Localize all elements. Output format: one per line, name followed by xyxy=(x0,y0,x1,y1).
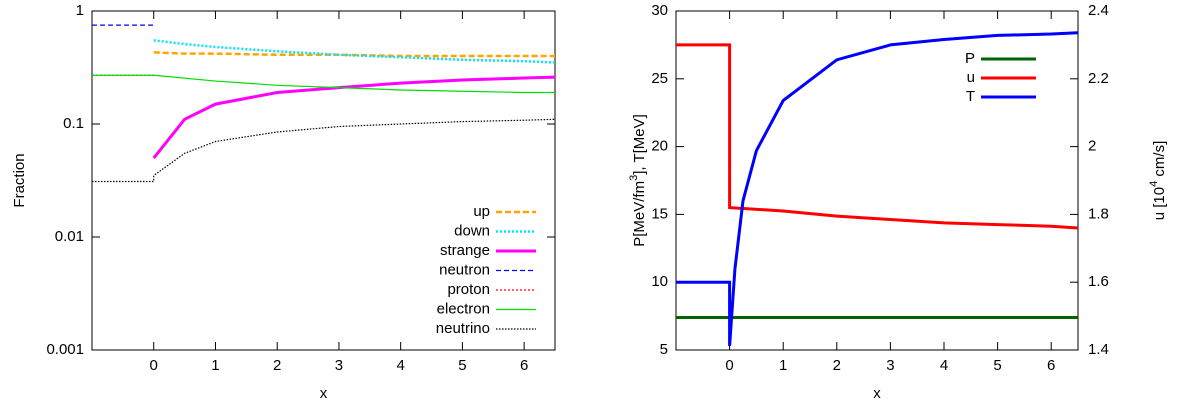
y-tick-label: 0.001 xyxy=(46,341,84,358)
y2-tick-label: 2 xyxy=(1088,138,1096,155)
legend-label: P xyxy=(965,50,975,67)
x-tick-label: 1 xyxy=(211,357,219,374)
legend-label: up xyxy=(473,203,490,220)
x-tick-label: 4 xyxy=(396,357,404,374)
legend-label: electron xyxy=(437,300,490,317)
legend-label: u xyxy=(967,69,975,86)
x-tick-label: 6 xyxy=(1047,357,1055,374)
y-tick-label: 30 xyxy=(651,2,668,19)
series-line xyxy=(92,74,555,94)
axis-label-tail: cm/s] xyxy=(1151,141,1168,181)
x-tick-label: 0 xyxy=(725,357,733,374)
legend-label: T xyxy=(966,88,975,105)
legend-label: down xyxy=(454,222,490,239)
x-tick-label: 2 xyxy=(273,357,281,374)
x-tick-label: 0 xyxy=(150,357,158,374)
legend-label: neutron xyxy=(439,261,490,278)
series-line xyxy=(153,39,555,64)
axis-label: u [104 cm/s] xyxy=(1148,141,1168,221)
axis-label-tail: ], T[MeV] xyxy=(631,114,648,175)
y2-tick-label: 1.8 xyxy=(1088,205,1109,222)
x-tick-label: 2 xyxy=(833,357,841,374)
y-tick-label: 25 xyxy=(651,70,668,87)
x-tick-label: 6 xyxy=(520,357,528,374)
series-line xyxy=(676,43,1078,230)
y-tick-label: 5 xyxy=(660,341,668,358)
legend-label: proton xyxy=(447,281,490,298)
plot-frame xyxy=(91,10,556,351)
y-axis-label: Fraction xyxy=(11,153,28,207)
y-tick-label: 0.1 xyxy=(63,115,84,132)
x-tick-label: 4 xyxy=(940,357,948,374)
y2-tick-label: 2.2 xyxy=(1088,70,1109,87)
x-tick-label: 3 xyxy=(886,357,894,374)
x-tick-label: 5 xyxy=(993,357,1001,374)
axis-label-sup: 4 xyxy=(1148,181,1160,187)
legend-label: strange xyxy=(440,242,490,259)
x-tick-label: 1 xyxy=(779,357,787,374)
y-tick-label: 0.01 xyxy=(55,228,84,245)
y-tick-label: 1 xyxy=(76,2,84,19)
y-tick-label: 15 xyxy=(651,205,668,222)
series-line xyxy=(92,118,555,183)
axis-label: P[MeV/fm3], T[MeV] xyxy=(628,114,648,247)
x-axis-label: x xyxy=(873,385,881,402)
x-axis-label: x xyxy=(320,385,328,402)
y2-tick-label: 1.4 xyxy=(1088,341,1109,358)
axis-label-sup: 3 xyxy=(628,175,640,181)
x-tick-label: 5 xyxy=(458,357,466,374)
y-tick-label: 20 xyxy=(651,138,668,155)
y-tick-label: 10 xyxy=(651,273,668,290)
axis-label-text: u [10 xyxy=(1151,187,1168,220)
plot-frame xyxy=(675,10,1079,351)
y2-tick-label: 1.6 xyxy=(1088,273,1109,290)
x-tick-label: 3 xyxy=(335,357,343,374)
legend-label: neutrino xyxy=(436,320,490,337)
axis-label-text: P[MeV/fm xyxy=(631,181,648,247)
series-line xyxy=(152,75,555,159)
y2-tick-label: 2.4 xyxy=(1088,2,1109,19)
series-line xyxy=(676,31,1078,347)
